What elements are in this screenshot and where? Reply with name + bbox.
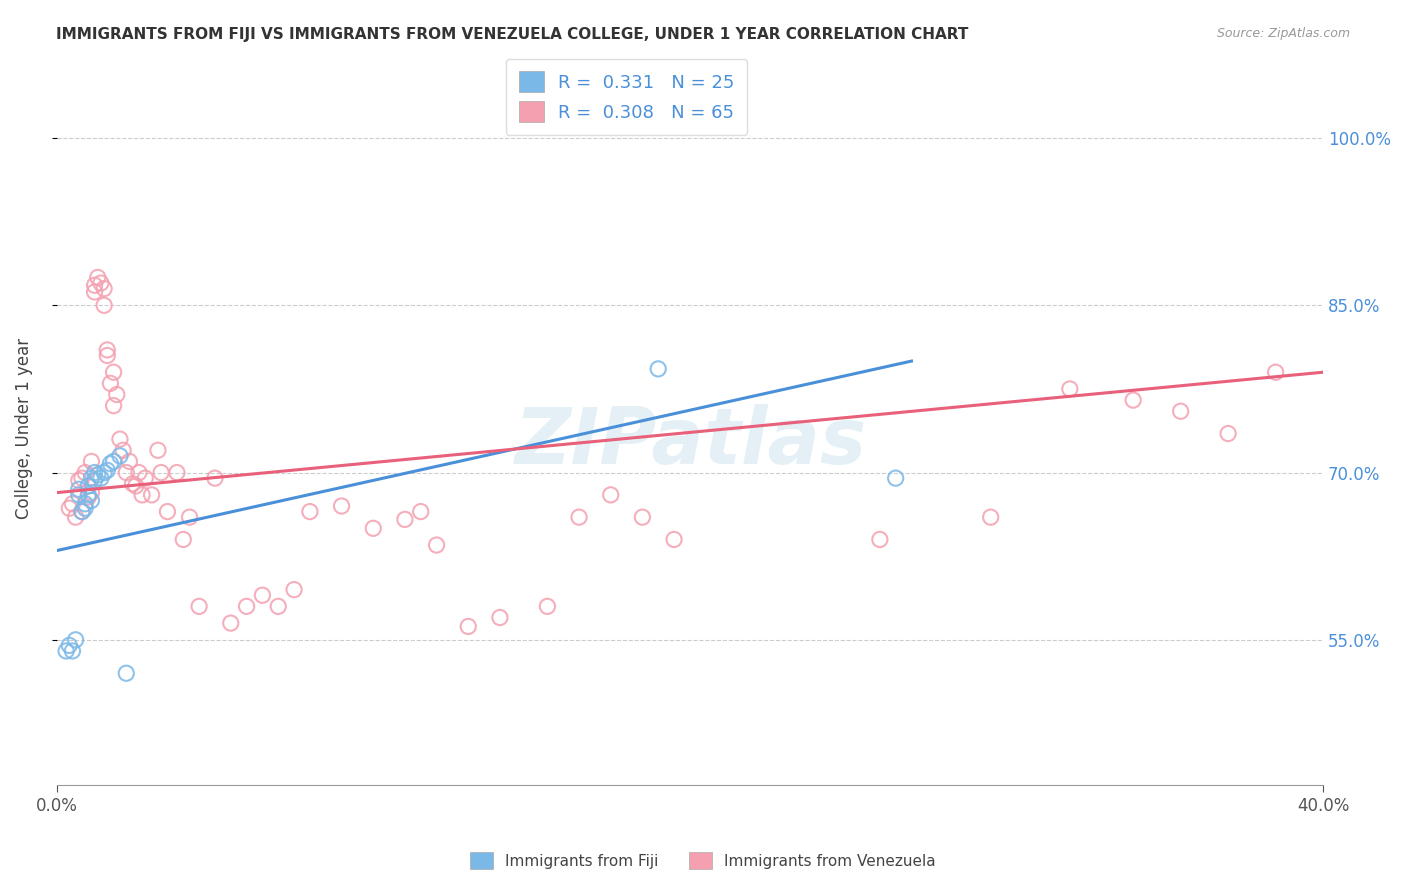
Point [87,467,110,482]
Point [426,538,449,552]
Point [1218,426,1240,441]
Point [77,479,100,493]
Point [75,466,97,480]
Point [65,632,87,647]
Legend: R =  0.331   N = 25, R =  0.308   N = 65: R = 0.331 N = 25, R = 0.308 N = 65 [506,59,747,135]
Point [80,471,103,485]
Point [267,599,290,614]
Point [67,474,90,488]
Point [188,599,211,614]
Point [219,616,242,631]
Point [75,497,97,511]
Point [90,471,112,485]
Point [58,501,80,516]
Point [115,666,138,681]
Point [96,343,118,357]
Point [121,476,143,491]
Point [568,510,591,524]
Point [75,501,97,516]
Point [118,454,141,468]
Point [93,282,115,296]
Point [150,466,173,480]
Point [172,533,194,547]
Point [283,582,305,597]
Point [70,505,93,519]
Point [100,457,122,471]
Point [489,610,512,624]
Point [103,399,125,413]
Point [409,505,432,519]
Point [83,278,105,293]
Point [631,510,654,524]
Point [67,488,90,502]
Point [83,474,105,488]
Point [58,639,80,653]
Point [103,365,125,379]
Point [361,521,384,535]
Point [1264,365,1286,379]
Point [83,285,105,299]
Point [100,376,122,391]
Point [330,499,353,513]
Point [96,349,118,363]
Point [156,505,179,519]
Point [662,533,685,547]
Text: IMMIGRANTS FROM FIJI VS IMMIGRANTS FROM VENEZUELA COLLEGE, UNDER 1 YEAR CORRELAT: IMMIGRANTS FROM FIJI VS IMMIGRANTS FROM … [56,27,969,42]
Point [146,443,169,458]
Point [77,488,100,502]
Point [67,483,90,497]
Point [1122,393,1144,408]
Point [70,505,93,519]
Point [112,443,135,458]
Text: Source: ZipAtlas.com: Source: ZipAtlas.com [1216,27,1350,40]
Point [83,466,105,480]
Point [105,387,128,401]
Point [298,505,321,519]
Point [62,644,84,658]
Point [80,485,103,500]
Point [80,454,103,468]
Point [65,510,87,524]
Point [96,463,118,477]
Legend: Immigrants from Fiji, Immigrants from Venezuela: Immigrants from Fiji, Immigrants from Ve… [464,846,942,875]
Point [647,362,669,376]
Point [457,619,479,633]
Point [141,488,163,502]
Point [235,599,257,614]
Point [131,488,153,502]
Point [115,466,138,480]
Point [536,599,558,614]
Point [134,471,156,485]
Point [80,493,103,508]
Point [166,466,188,480]
Point [394,512,416,526]
Point [252,588,274,602]
Point [599,488,621,502]
Point [884,471,907,485]
Point [869,533,891,547]
Y-axis label: College, Under 1 year: College, Under 1 year [15,337,32,518]
Point [108,432,131,446]
Point [108,449,131,463]
Point [125,479,148,493]
Point [103,454,125,468]
Point [204,471,226,485]
Point [90,276,112,290]
Point [93,466,115,480]
Point [1170,404,1192,418]
Point [93,298,115,312]
Point [62,497,84,511]
Point [87,270,110,285]
Text: ZIPatlas: ZIPatlas [513,404,866,480]
Point [1059,382,1081,396]
Point [128,466,150,480]
Point [77,490,100,504]
Point [980,510,1002,524]
Point [70,471,93,485]
Point [55,644,77,658]
Point [179,510,201,524]
